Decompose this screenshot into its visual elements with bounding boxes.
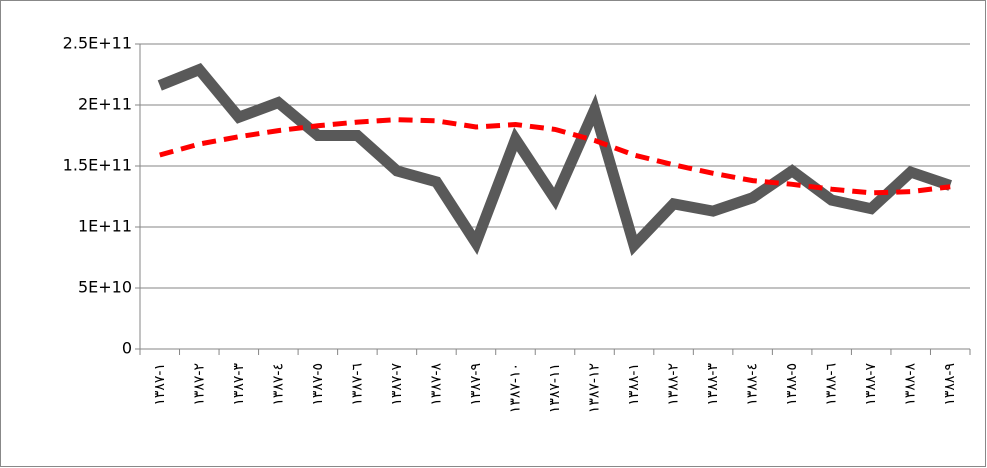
x-tick-label: ٤-١٣٨٨ <box>745 363 761 406</box>
x-tick-label: ٧-١٣٨٧ <box>389 363 405 406</box>
x-tick-label: ٥-١٣٨٨ <box>784 363 800 406</box>
x-tick-label: ١٠-١٣٨٧ <box>507 363 523 413</box>
y-tick-label: 1E+11 <box>78 217 132 236</box>
y-tick-label: 1.5E+11 <box>63 156 132 175</box>
x-tick-label: ٣-١٣٨٨ <box>705 363 721 406</box>
y-tick-label: 2.5E+11 <box>63 34 132 53</box>
x-tick-label: ٣-١٣٨٧ <box>231 363 247 406</box>
x-tick-label: ٩-١٣٨٨ <box>942 363 958 406</box>
x-tick-label: ١١-١٣٨٧ <box>547 363 563 413</box>
y-tick-label: 0 <box>122 339 132 358</box>
x-tick-label: ٦-١٣٨٧ <box>349 363 365 406</box>
x-tick-label: ١-١٣٨٧ <box>152 363 168 406</box>
y-tick-label: 2E+11 <box>78 95 132 114</box>
x-tick-label: ٢-١٣٨٧ <box>191 363 207 406</box>
x-tick-label: ١٢-١٣٨٧ <box>587 363 603 413</box>
x-tick-label: ٩-١٣٨٧ <box>468 363 484 406</box>
y-tick-label: 5E+10 <box>78 278 132 297</box>
x-tick-label: ٧-١٣٨٨ <box>863 363 879 406</box>
trend-line <box>159 117 951 196</box>
x-tick-label: ٤-١٣٨٧ <box>270 363 286 406</box>
x-tick-label: ١-١٣٨٨ <box>626 363 642 406</box>
x-tick-label: ٨-١٣٨٧ <box>428 363 444 406</box>
x-tick-label: ٢-١٣٨٨ <box>666 363 682 406</box>
x-tick-label: ٥-١٣٨٧ <box>310 363 326 406</box>
x-tick-label: ٨-١٣٨٨ <box>903 363 919 406</box>
series-line <box>157 63 953 257</box>
x-tick-label: ٦-١٣٨٨ <box>824 363 840 406</box>
